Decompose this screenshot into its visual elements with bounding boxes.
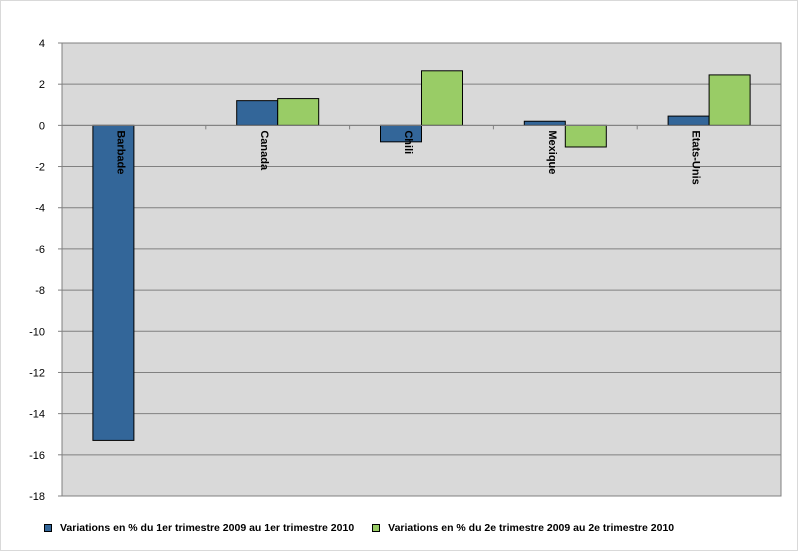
legend: Variations en % du 1er trimestre 2009 au… [44, 522, 692, 534]
y-tick-label: -10 [29, 326, 45, 338]
legend-swatch-series-1 [44, 524, 52, 532]
bar-etats-unis-series-2 [708, 74, 751, 126]
category-label-etats-unis: Etats-Unis [690, 130, 702, 184]
y-tick-label: -14 [29, 409, 45, 421]
y-tick-label: 0 [39, 120, 45, 132]
bar-canada-series-1 [236, 100, 279, 126]
y-tick-label: -8 [35, 285, 45, 297]
bar-chili-series-1 [380, 124, 422, 143]
bar-mexique-series-1 [523, 120, 566, 126]
legend-label-series-2: Variations en % du 2e trimestre 2009 au … [388, 522, 675, 534]
bar-etats-unis-series-1 [667, 115, 710, 126]
category-label-barbade: Barbade [114, 130, 126, 174]
y-tick-label: 4 [39, 38, 45, 50]
category-label-chili: Chili [402, 130, 414, 154]
y-tick-label: -4 [35, 203, 45, 215]
y-tick-label: -2 [35, 162, 45, 174]
category-label-mexique: Mexique [546, 130, 558, 174]
legend-label-series-1: Variations en % du 1er trimestre 2009 au… [60, 522, 355, 534]
y-axis-ticks: 4 2 0 -2 -4 -6 -8 -10 -12 -14 -16 -18 [29, 38, 62, 503]
category-label-canada: Canada [258, 130, 270, 171]
y-tick-label: -6 [35, 244, 45, 256]
bar-chili-series-2 [421, 70, 463, 126]
bar-canada-series-2 [277, 98, 320, 126]
legend-swatch-series-2 [372, 524, 381, 532]
category-labels: Barbade Canada Chili Mexique Etats-Unis [114, 130, 701, 184]
y-tick-label: -18 [29, 491, 45, 503]
y-tick-label: -16 [29, 450, 45, 462]
bar-barbade-series-1 [92, 124, 135, 441]
y-tick-label: -12 [29, 367, 45, 379]
y-tick-label: 2 [39, 79, 45, 91]
bars [92, 70, 782, 441]
legend-item-series-1: Variations en % du 1er trimestre 2009 au… [44, 522, 354, 534]
legend-item-series-2: Variations en % du 2e trimestre 2009 au … [372, 522, 674, 534]
bar-mexique-series-2 [564, 124, 607, 148]
